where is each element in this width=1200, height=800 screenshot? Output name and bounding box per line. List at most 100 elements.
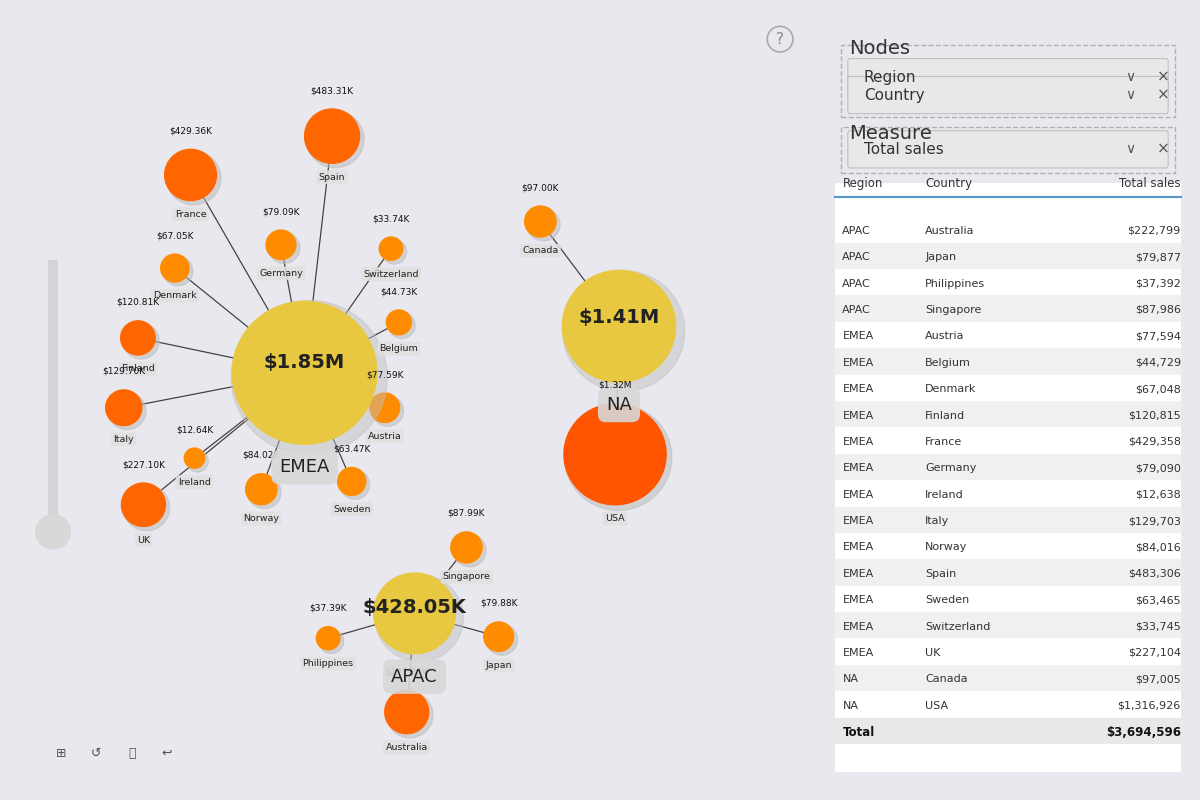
Text: $12.64K: $12.64K: [176, 425, 214, 434]
Text: $429,358: $429,358: [1128, 437, 1181, 447]
Bar: [835, 427, 1181, 454]
Text: Finland: Finland: [925, 410, 965, 421]
Text: $87.99K: $87.99K: [448, 509, 485, 518]
Text: EMEA: EMEA: [842, 410, 874, 421]
Text: $79,877: $79,877: [1135, 252, 1181, 262]
Circle shape: [187, 450, 209, 472]
Text: Singapore: Singapore: [925, 305, 982, 315]
Text: $222,799: $222,799: [1128, 226, 1181, 236]
Circle shape: [106, 390, 142, 426]
Text: Australia: Australia: [925, 226, 974, 236]
Text: $97,005: $97,005: [1135, 674, 1181, 684]
Text: EMEA: EMEA: [842, 648, 874, 658]
Text: ∨: ∨: [1126, 70, 1135, 84]
Circle shape: [337, 467, 366, 495]
Text: USA: USA: [925, 701, 948, 710]
Text: $77.59K: $77.59K: [366, 370, 403, 379]
Text: APAC: APAC: [391, 668, 438, 686]
Circle shape: [246, 474, 277, 505]
Text: EMEA: EMEA: [842, 490, 874, 500]
Bar: [835, 559, 1181, 586]
Circle shape: [451, 532, 482, 563]
Text: $37.39K: $37.39K: [310, 604, 347, 613]
Bar: [835, 612, 1181, 638]
Text: Region: Region: [864, 70, 917, 85]
Text: APAC: APAC: [842, 226, 871, 236]
Text: NA: NA: [606, 396, 632, 414]
Circle shape: [317, 626, 340, 650]
Bar: [835, 480, 1181, 506]
Text: NA: NA: [842, 674, 858, 684]
Text: EMEA: EMEA: [842, 463, 874, 474]
Text: France: France: [925, 437, 962, 447]
Bar: [835, 586, 1181, 612]
Bar: [835, 348, 1181, 374]
Text: Denmark: Denmark: [925, 384, 977, 394]
Text: Austria: Austria: [368, 432, 402, 441]
Text: Japan: Japan: [486, 661, 512, 670]
Text: $97.00K: $97.00K: [522, 183, 559, 192]
Text: $33.74K: $33.74K: [372, 214, 409, 223]
Text: Italy: Italy: [114, 435, 134, 444]
Circle shape: [524, 206, 556, 237]
Bar: [835, 269, 1181, 295]
Bar: [48, 260, 58, 540]
Text: $1.32M: $1.32M: [599, 381, 631, 390]
Text: $129,703: $129,703: [1128, 516, 1181, 526]
Text: Sweden: Sweden: [925, 595, 970, 606]
Circle shape: [389, 313, 415, 338]
Text: Sweden: Sweden: [332, 505, 371, 514]
Text: $1.41M: $1.41M: [578, 308, 660, 327]
Text: Ireland: Ireland: [925, 490, 964, 500]
Circle shape: [122, 323, 160, 359]
Text: Switzerland: Switzerland: [364, 270, 419, 278]
Text: $227,104: $227,104: [1128, 648, 1181, 658]
Text: Switzerland: Switzerland: [925, 622, 990, 631]
Text: ∨: ∨: [1126, 88, 1135, 102]
Text: Denmark: Denmark: [152, 291, 197, 300]
Circle shape: [124, 485, 169, 530]
Circle shape: [563, 270, 685, 391]
Text: Total sales: Total sales: [864, 142, 943, 157]
Circle shape: [564, 405, 672, 510]
Bar: [835, 322, 1181, 348]
Text: EMEA: EMEA: [842, 542, 874, 553]
Text: APAC: APAC: [842, 252, 871, 262]
Circle shape: [319, 629, 343, 654]
Text: $79.09K: $79.09K: [263, 207, 300, 216]
Circle shape: [248, 476, 281, 509]
FancyBboxPatch shape: [847, 130, 1169, 168]
Text: ×: ×: [1157, 70, 1169, 85]
Circle shape: [376, 574, 463, 662]
Circle shape: [454, 534, 486, 567]
Circle shape: [108, 392, 146, 430]
Circle shape: [484, 622, 514, 651]
Text: $44,729: $44,729: [1135, 358, 1181, 368]
Bar: [835, 454, 1181, 480]
Text: EMEA: EMEA: [842, 516, 874, 526]
Text: $33,745: $33,745: [1135, 622, 1181, 631]
Circle shape: [564, 404, 666, 505]
Text: APAC: APAC: [842, 278, 871, 289]
Circle shape: [379, 237, 403, 260]
Text: EMEA: EMEA: [842, 622, 874, 631]
Text: Germany: Germany: [925, 463, 977, 474]
Text: ?: ?: [776, 32, 784, 46]
Text: Nodes: Nodes: [850, 39, 911, 58]
Circle shape: [36, 515, 71, 549]
Text: Ireland: Ireland: [178, 478, 211, 486]
Circle shape: [385, 690, 428, 734]
Text: France: France: [175, 210, 206, 219]
Bar: [835, 295, 1181, 322]
Text: $429.36K: $429.36K: [169, 126, 212, 135]
Text: EMEA: EMEA: [842, 358, 874, 368]
Text: $37,392: $37,392: [1135, 278, 1181, 289]
Text: EMEA: EMEA: [842, 331, 874, 342]
Circle shape: [163, 257, 193, 286]
Bar: [835, 665, 1181, 691]
Text: $87,986: $87,986: [1135, 305, 1181, 315]
Circle shape: [266, 230, 296, 259]
Text: Philippines: Philippines: [302, 659, 354, 668]
Circle shape: [232, 300, 388, 454]
Text: Norway: Norway: [925, 542, 967, 553]
